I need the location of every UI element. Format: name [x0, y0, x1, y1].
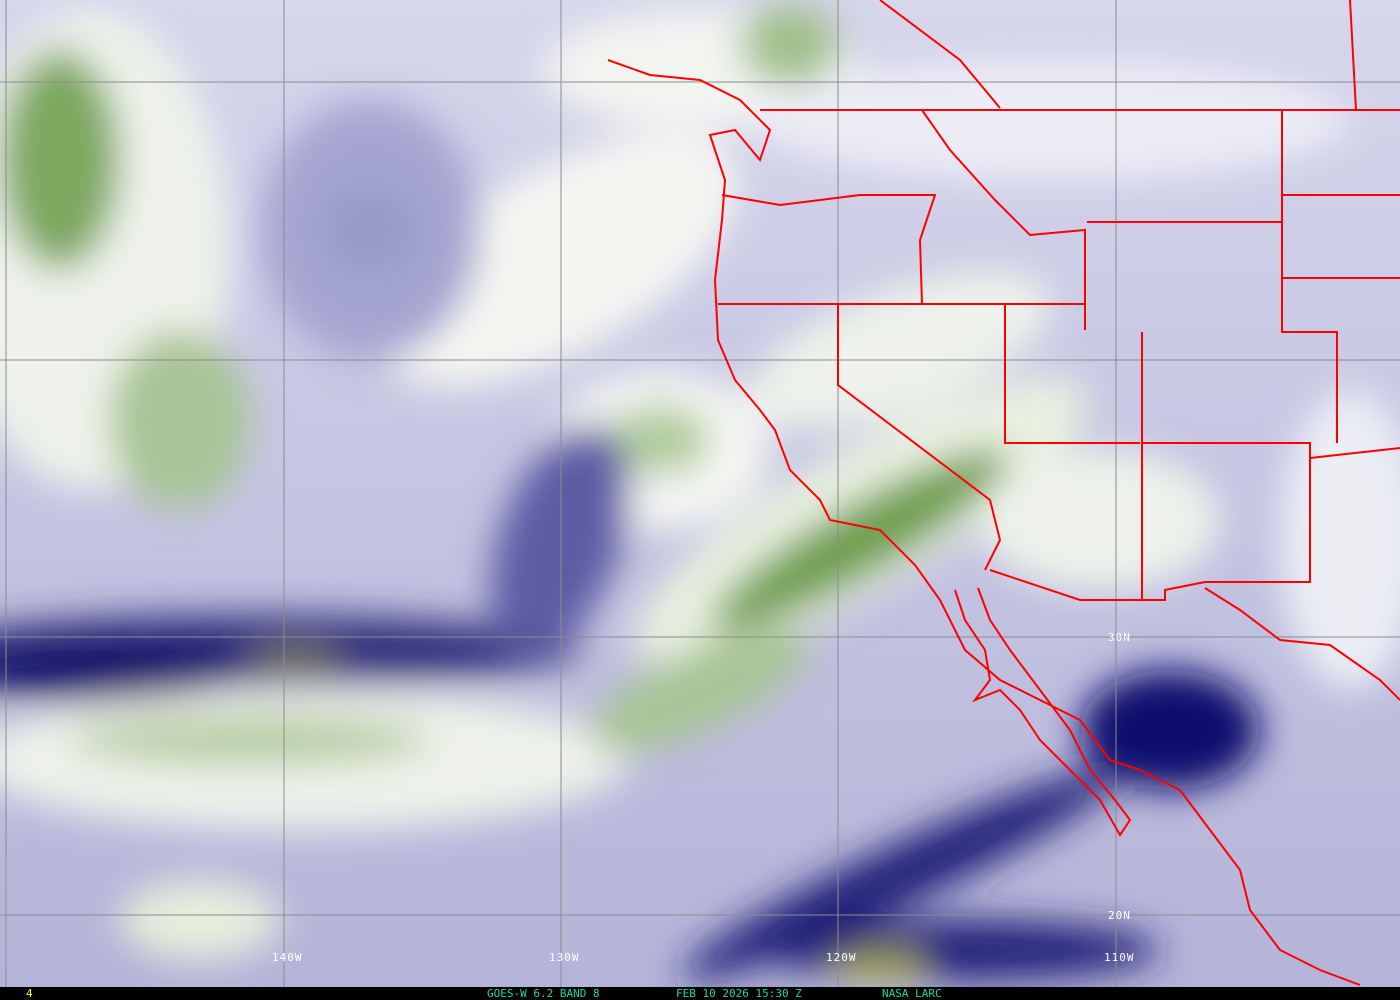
- moisture-fields: [0, 5, 1400, 981]
- lon-label: 120W: [826, 951, 857, 964]
- state-border-nm: [1309, 447, 1400, 459]
- satellite-band: GOES-W 6.2 BAND 8: [487, 987, 600, 1000]
- timestamp: FEB 10 2026 15:30 Z: [676, 987, 802, 1000]
- mexico-border: [1204, 587, 1400, 701]
- state-border-utah: [1087, 221, 1338, 443]
- data-source: NASA LARC: [882, 987, 942, 1000]
- status-bar: 4 GOES-W 6.2 BAND 8 FEB 10 2026 15:30 Z …: [0, 987, 1400, 1000]
- frame-number: 4: [26, 987, 33, 1000]
- baja-california: [954, 587, 1132, 837]
- state-border-idaho: [921, 109, 1086, 330]
- lon-label: 110W: [1104, 951, 1135, 964]
- state-border-wyoming: [1282, 194, 1400, 279]
- lon-label: 140W: [272, 951, 303, 964]
- state-border-ca-nv: [837, 304, 1002, 571]
- grid-labels: 140W 130W 120W 110W 30N 20N: [272, 631, 1135, 964]
- canada-border-east: [879, 0, 1357, 111]
- lon-label: 130W: [549, 951, 580, 964]
- lat-label: 30N: [1108, 631, 1131, 644]
- state-border-nv-ut: [1004, 304, 1140, 444]
- political-boundaries: [607, 0, 1400, 986]
- state-border-wa-or: [721, 194, 937, 305]
- state-border-montana: [950, 109, 1283, 222]
- state-border-az: [989, 332, 1311, 601]
- lat-label: 20N: [1108, 909, 1131, 922]
- coastline: [607, 59, 1361, 986]
